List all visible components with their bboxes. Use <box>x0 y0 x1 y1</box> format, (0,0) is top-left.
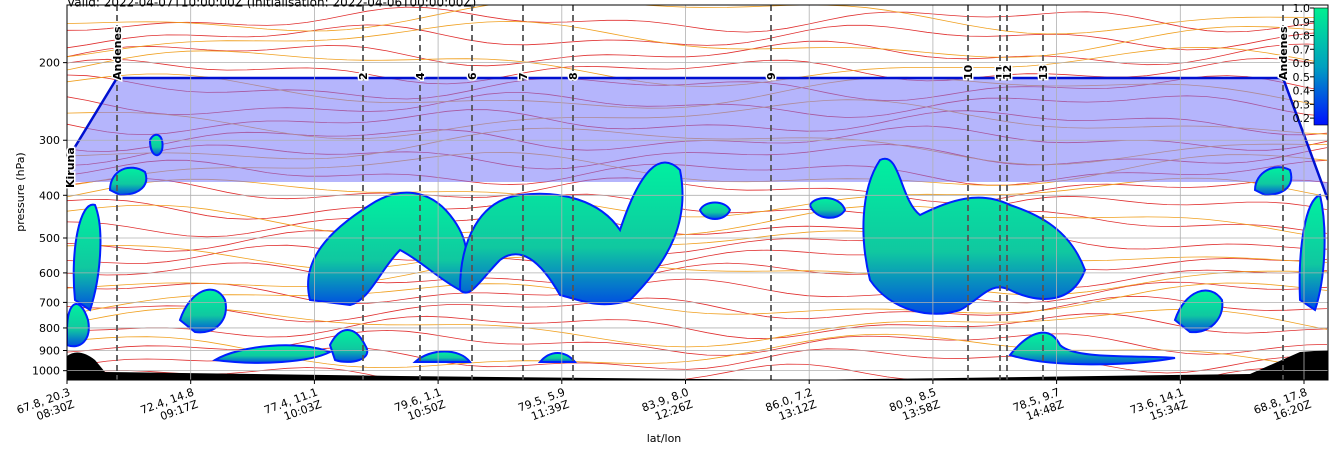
isentrope <box>67 5 1328 35</box>
flight-box <box>67 78 1328 200</box>
y-tick-label: 600 <box>39 267 60 280</box>
y-tick-label: 900 <box>39 344 60 357</box>
x-axis-label: lat/lon <box>647 432 682 445</box>
cloud-area <box>412 350 472 363</box>
waypoint-label: Kiruna <box>64 147 77 188</box>
colorbar <box>1313 7 1329 126</box>
isotherm <box>67 228 1328 255</box>
isentrope <box>67 307 1328 348</box>
isentrope <box>67 230 1328 270</box>
colorbar-tick-label: 0.4 <box>1293 85 1311 98</box>
terrain <box>67 350 1328 380</box>
waypoint-label: 7 <box>517 72 530 80</box>
isotherm <box>67 6 1328 33</box>
waypoint-label: 11 <box>994 65 1007 80</box>
cloud-area <box>108 166 148 197</box>
y-tick-label: 700 <box>39 296 60 309</box>
isotherm <box>67 295 1328 323</box>
cloud-area <box>67 303 90 348</box>
waypoint-label: 4 <box>414 72 427 80</box>
plot-frame <box>66 4 1329 381</box>
isentrope <box>67 256 1328 296</box>
colorbar-tick-label: 1.0 <box>1293 2 1311 15</box>
cloud-area <box>537 352 578 363</box>
y-tick-label: 1000 <box>32 365 60 378</box>
waypoint-label: 2 <box>357 72 370 80</box>
waypoint-label: 13 <box>1037 65 1050 80</box>
colorbar-tick-label: 0.3 <box>1293 98 1311 111</box>
cloud-area <box>1298 193 1326 312</box>
cloud-area <box>808 197 847 219</box>
y-tick-label: 200 <box>39 57 60 70</box>
isotherm <box>67 193 1328 220</box>
cloud-area <box>148 133 164 157</box>
isotherm <box>67 278 1328 305</box>
colorbar-tick-label: 0.6 <box>1293 57 1311 70</box>
waypoint-label: Andenes <box>111 26 124 80</box>
colorbar-tick-label: 0.9 <box>1293 16 1311 29</box>
cloud-area <box>72 203 102 312</box>
waypoint-label: 9 <box>765 72 778 80</box>
y-tick-label: 300 <box>39 134 60 147</box>
cloud-area <box>1008 331 1176 366</box>
cloud-area <box>178 288 227 334</box>
y-tick-label: 800 <box>39 322 60 335</box>
isentrope <box>67 204 1328 239</box>
cloud-area <box>212 344 333 364</box>
waypoint-label: 10 <box>962 64 975 80</box>
cloud-area <box>698 201 732 220</box>
colorbar-tick-label: 0.8 <box>1293 30 1311 43</box>
isentrope <box>67 177 1328 218</box>
isotherm <box>67 313 1328 340</box>
flight-track <box>67 76 1328 201</box>
isotherm <box>67 24 1328 51</box>
cloud-area <box>862 157 1087 315</box>
colorbar-tick-label: 0.7 <box>1293 43 1311 56</box>
y-tick-label: 400 <box>39 189 60 202</box>
colorbar-tick-label: 0.5 <box>1293 71 1311 84</box>
isotherm <box>67 177 1328 204</box>
waypoint-label: 6 <box>466 72 479 80</box>
waypoint-label: Andenes <box>1277 26 1290 80</box>
y-tick-label: 500 <box>39 232 60 245</box>
isentrope <box>67 20 1328 58</box>
colorbar-tick-label: 0.2 <box>1293 112 1311 125</box>
waypoint-label: 8 <box>567 72 580 80</box>
isotherm <box>67 363 1328 380</box>
y-axis-label: pressure (hPa) <box>14 152 27 231</box>
plot-area <box>67 5 1328 380</box>
isotherm <box>67 262 1328 289</box>
isentrope <box>67 282 1328 315</box>
waypoint-label: 12 <box>1001 65 1014 80</box>
isotherm <box>67 244 1328 271</box>
cloud-area <box>307 191 468 307</box>
cloud-area <box>328 329 369 363</box>
isotherm <box>67 210 1328 238</box>
cloud-area <box>1173 289 1224 334</box>
